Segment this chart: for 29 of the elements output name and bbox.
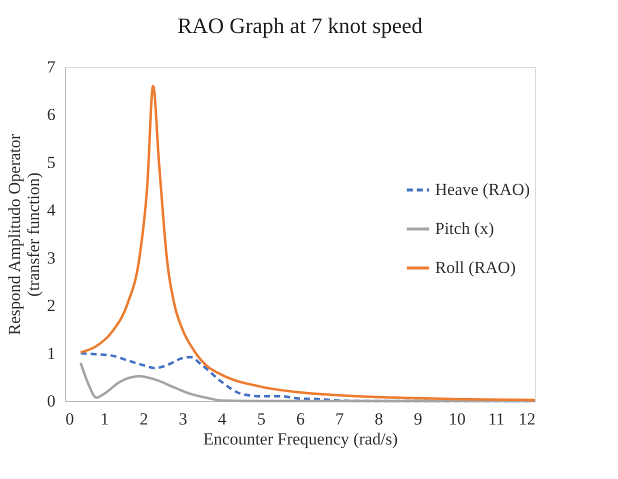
y-tick-label: 4 (47, 200, 56, 220)
x-tick-label: 5 (257, 410, 266, 428)
x-tick-label: 6 (296, 410, 305, 428)
x-tick-label: 3 (178, 410, 188, 428)
x-tick-label: 1 (100, 410, 109, 428)
chart-title: RAO Graph at 7 knot speed (177, 13, 423, 38)
line-series (79, 84, 536, 402)
line-series (79, 362, 536, 402)
y-axis-title: Respond Amplitudo Operator (transfer function) (5, 134, 43, 336)
y-tick-label: 7 (47, 58, 56, 76)
x-tick-label: 2 (140, 410, 148, 428)
y-tick-label: 6 (47, 105, 56, 124)
x-tick-label: 10 (448, 410, 466, 428)
x-tick-label: 4 (218, 410, 227, 428)
legend-label: Roll (RAO) (435, 258, 516, 277)
x-tick-label: 8 (374, 410, 384, 428)
legend-label: Heave (RAO) (435, 180, 530, 199)
x-tick-label: 11 (488, 410, 505, 428)
x-tick-label: 7 (335, 410, 344, 428)
y-tick-label: 3 (47, 248, 56, 268)
y-tick-label: 0 (47, 392, 56, 410)
x-tick-label: 0 (66, 410, 74, 428)
x-tick-label: 9 (414, 410, 422, 428)
y-tick-label: 2 (47, 296, 56, 316)
x-axis-title: Encounter Frequency (rad/s) (203, 430, 398, 448)
legend-label: Pitch (x) (435, 219, 494, 238)
y-tick-label: 5 (47, 152, 56, 172)
x-tick-label: 12 (518, 410, 536, 428)
y-tick-label: 1 (47, 344, 56, 363)
